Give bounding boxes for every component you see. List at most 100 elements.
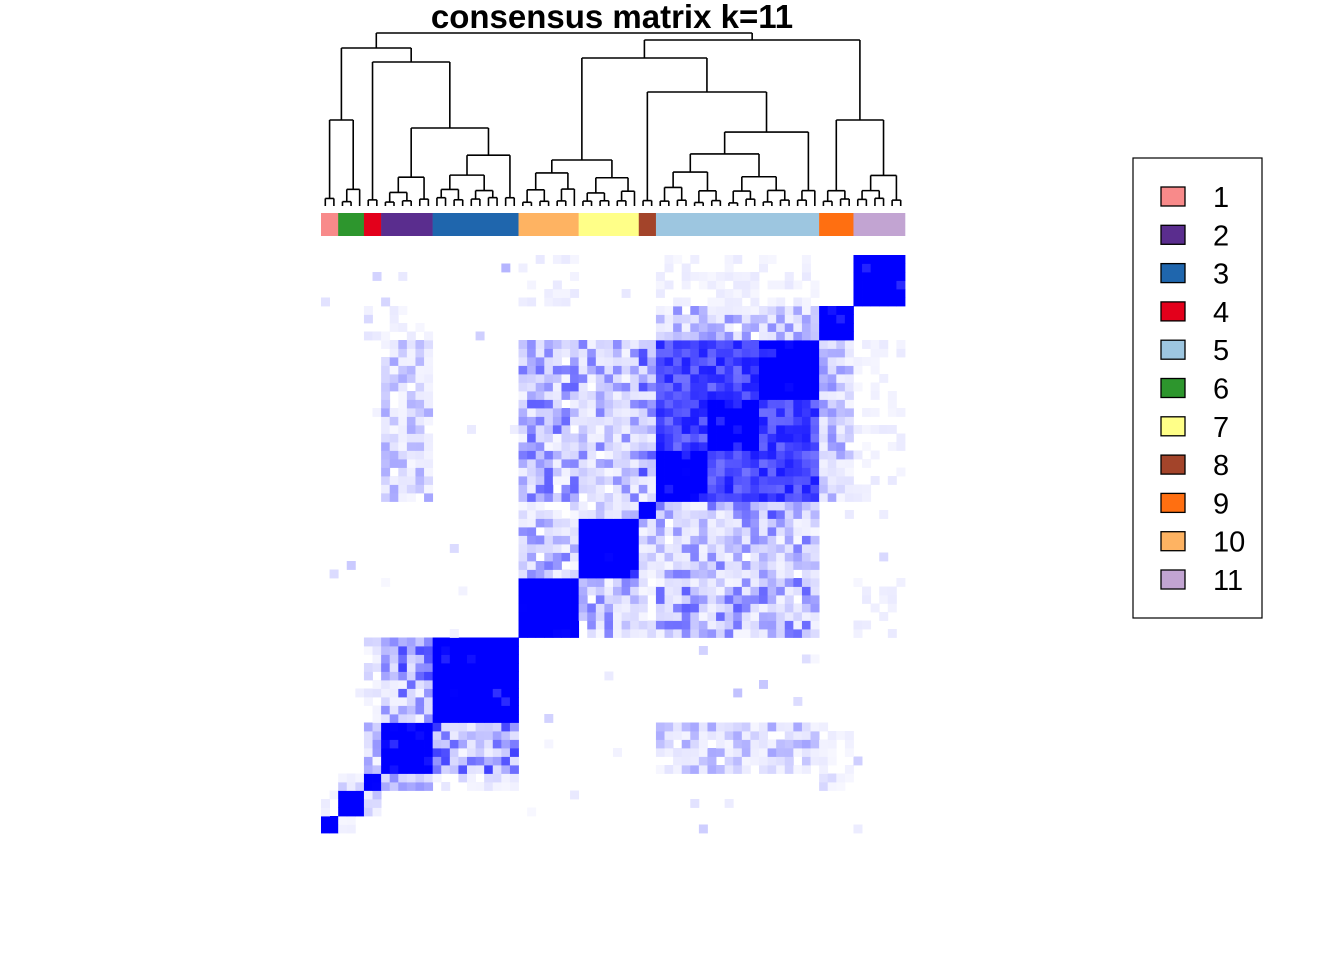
heatmap-cell	[621, 425, 631, 434]
heatmap-cell	[552, 289, 562, 298]
heatmap-cell	[681, 586, 691, 596]
legend-label-1: 1	[1213, 182, 1229, 214]
heatmap-cell	[896, 289, 906, 298]
heatmap-cell	[570, 493, 580, 502]
heatmap-cell	[381, 476, 391, 485]
heatmap-cell	[595, 425, 605, 434]
heatmap-cell	[819, 331, 829, 341]
heatmap-cell	[527, 348, 537, 358]
heatmap-cell	[870, 348, 880, 358]
heatmap-cell	[655, 629, 665, 638]
heatmap-cell	[432, 722, 442, 732]
heatmap-cell	[707, 629, 717, 638]
heatmap-cell	[759, 731, 768, 740]
heatmap-cell	[733, 586, 743, 596]
heatmap-cell	[501, 705, 511, 715]
heatmap-cell	[681, 756, 691, 766]
heatmap-cell	[750, 408, 760, 417]
heatmap-cell	[801, 272, 811, 281]
heatmap-cell	[741, 323, 751, 332]
heatmap-cell	[638, 399, 648, 409]
heatmap-cell	[647, 501, 657, 511]
heatmap-cell	[681, 425, 691, 434]
heatmap-cell	[509, 756, 519, 766]
heatmap-cell	[501, 748, 511, 757]
heatmap-cell	[424, 671, 434, 681]
heatmap-cell	[552, 493, 562, 502]
heatmap-cell	[587, 561, 597, 570]
heatmap-cell	[690, 756, 700, 766]
heatmap-cell	[527, 518, 537, 528]
heatmap-cell	[449, 722, 459, 732]
heatmap-cell	[724, 722, 734, 732]
heatmap-cell	[759, 340, 768, 349]
heatmap-cell	[329, 790, 339, 800]
heatmap-cell	[801, 433, 811, 443]
heatmap-cell	[638, 527, 648, 536]
heatmap-cell	[673, 748, 683, 757]
heatmap-cell	[716, 331, 726, 341]
heatmap-cell	[733, 535, 743, 545]
heatmap-cell	[698, 612, 708, 621]
heatmap-cell	[561, 442, 571, 451]
heatmap-cell	[698, 535, 708, 545]
heatmap-cell	[518, 535, 528, 545]
heatmap-cell	[819, 340, 829, 349]
heatmap-cell	[655, 357, 665, 366]
heatmap-cell	[750, 629, 760, 638]
heatmap-cell	[698, 331, 708, 341]
heatmap-cell	[570, 391, 580, 400]
heatmap-cell	[664, 408, 674, 417]
heatmap-cell	[724, 425, 734, 434]
heatmap-cell	[552, 527, 562, 536]
heatmap-cell	[509, 697, 519, 706]
heatmap-cell	[415, 697, 425, 706]
heatmap-cell	[776, 357, 786, 366]
legend-label-5: 5	[1213, 335, 1229, 367]
heatmap-cell	[810, 484, 820, 494]
heatmap-cell	[759, 722, 768, 732]
heatmap-cell	[784, 340, 794, 349]
heatmap-cell	[801, 586, 811, 596]
heatmap-cell	[879, 289, 889, 298]
heatmap-cell	[681, 535, 691, 545]
heatmap-cell	[819, 374, 829, 383]
heatmap-cell	[862, 289, 872, 298]
heatmap-cell	[681, 603, 691, 613]
heatmap-cell	[681, 348, 691, 358]
heatmap-cell	[535, 433, 545, 443]
heatmap-cell	[535, 442, 545, 451]
heatmap-cell	[819, 314, 829, 324]
heatmap-cell	[621, 586, 631, 596]
heatmap-cell	[784, 612, 794, 621]
heatmap-cell	[741, 408, 751, 417]
heatmap-cell	[406, 646, 416, 655]
heatmap-cell	[870, 289, 880, 298]
heatmap-cell	[638, 374, 648, 383]
heatmap-cell	[372, 739, 382, 749]
heatmap-cell	[655, 765, 665, 774]
heatmap-cell	[793, 467, 803, 477]
heatmap-cell	[681, 731, 691, 740]
heatmap-cell	[492, 646, 502, 655]
heatmap-cell	[621, 544, 631, 553]
heatmap-cell	[784, 280, 794, 290]
heatmap-cell	[561, 408, 571, 417]
heatmap-cell	[896, 340, 906, 349]
heatmap-cell	[381, 578, 391, 587]
heatmap-cell	[750, 501, 760, 511]
heatmap-cell	[604, 391, 614, 400]
heatmap-cell	[716, 399, 726, 409]
heatmap-cell	[810, 408, 820, 417]
heatmap-cell	[776, 518, 786, 528]
legend-swatch-9	[1160, 492, 1186, 514]
heatmap-cell	[664, 391, 674, 400]
heatmap-cell	[896, 263, 906, 273]
heatmap-cell	[707, 433, 717, 443]
heatmap-cell	[518, 425, 528, 434]
heatmap-cell	[638, 501, 648, 511]
heatmap-cell	[767, 765, 777, 774]
heatmap-cell	[561, 297, 571, 307]
heatmap-cell	[759, 365, 768, 375]
heatmap-cell	[406, 739, 416, 749]
